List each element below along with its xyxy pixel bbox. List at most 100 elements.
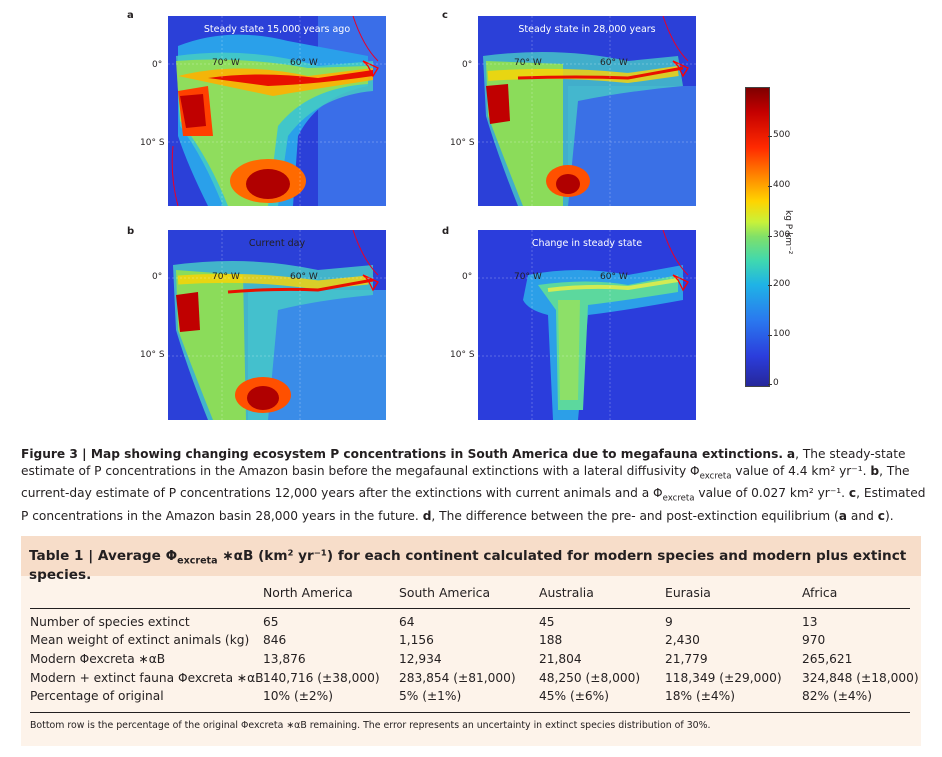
- lon-label-70w-a: 70° W: [212, 58, 240, 68]
- table-cell: 2,430: [665, 633, 700, 647]
- lat-label-10s-d: 10° S: [450, 350, 475, 360]
- colorbar-unit: kg P km⁻²: [783, 210, 793, 255]
- caption-a-text: , The steady-state estimate of P concent…: [21, 447, 906, 478]
- map-title-d: Change in steady state: [531, 238, 643, 249]
- caption-d-end: ).: [884, 508, 894, 523]
- caption-lead: Figure 3 | Map showing changing ecosyste…: [21, 447, 783, 461]
- colorbar-label-0: 0: [773, 378, 779, 388]
- caption-d-a: a: [838, 508, 848, 523]
- table-cell: 18% (±4%): [665, 689, 736, 703]
- table-footnote: Bottom row is the percentage of the orig…: [30, 720, 711, 731]
- table-rule-bottom: [30, 712, 910, 713]
- table-title-bar: Table 1 | Average Φexcreta ∗αB (km² yr⁻¹…: [21, 536, 921, 583]
- caption-b-text: , The current-day estimate of P concentr…: [21, 464, 910, 501]
- table-cell: 65: [263, 615, 279, 629]
- panel-letter-d: d: [442, 226, 450, 237]
- lat-label-0-d: 0°: [462, 272, 473, 282]
- caption-d-and: and: [847, 508, 878, 523]
- table-rule-top: [30, 608, 910, 609]
- row-label: Modern Φexcreta ∗αB: [30, 652, 166, 666]
- panel-letter-c: c: [442, 10, 448, 21]
- table-cell: 45% (±6%): [539, 689, 610, 703]
- figure-caption: Figure 3 | Map showing changing ecosyste…: [21, 446, 926, 525]
- map-panel-a: Steady state 15,000 years ago 70° W 60° …: [168, 16, 386, 206]
- caption-c-text: , Estimated P concentrations in the Amaz…: [21, 486, 926, 523]
- lon-label-60w-c: 60° W: [600, 58, 628, 68]
- table-cell: 265,621: [802, 652, 853, 666]
- table-cell: 10% (±2%): [263, 689, 334, 703]
- lat-label-10s-c: 10° S: [450, 138, 475, 148]
- table-cell: 13,876: [263, 652, 306, 666]
- caption-d-label: d: [422, 508, 432, 523]
- table-cell: 82% (±4%): [802, 689, 873, 703]
- caption-b-val: value of 0.027 km² yr⁻¹.: [694, 486, 849, 501]
- panel-letter-a: a: [127, 10, 134, 21]
- table-title-pre: Table 1 | Average Φ: [29, 548, 178, 564]
- map-panel-c: Steady state in 28,000 years 70° W 60° W: [478, 16, 696, 206]
- table-cell: 140,716 (±38,000): [263, 671, 380, 685]
- table-cell: 48,250 (±8,000): [539, 671, 641, 685]
- map-title-c: Steady state in 28,000 years: [518, 24, 656, 35]
- lon-label-60w-a: 60° W: [290, 58, 318, 68]
- colorbar-label-200: 200: [773, 279, 791, 289]
- colorbar-tick: [768, 384, 772, 385]
- table-cell: 64: [399, 615, 415, 629]
- table-cell: 283,854 (±81,000): [399, 671, 516, 685]
- column-header-north-america: North America: [263, 585, 353, 600]
- table-cell: 5% (±1%): [399, 689, 462, 703]
- table-cell: 21,804: [539, 652, 582, 666]
- caption-d-c: c: [877, 508, 885, 523]
- table-1: Table 1 | Average Φexcreta ∗αB (km² yr⁻¹…: [21, 536, 921, 746]
- table-cell: 846: [263, 633, 287, 647]
- colorbar-tick: [768, 186, 772, 187]
- column-header-south-america: South America: [399, 585, 491, 600]
- column-header-eurasia: Eurasia: [665, 585, 711, 600]
- lat-label-10s-a: 10° S: [140, 138, 165, 148]
- lon-label-70w-d: 70° W: [514, 272, 542, 282]
- caption-d-text: , The difference between the pre- and po…: [431, 508, 839, 523]
- row-label: Mean weight of extinct animals (kg): [30, 633, 250, 647]
- caption-b-label: b: [870, 464, 880, 478]
- colorbar-tick: [768, 136, 772, 137]
- lat-label-0-a: 0°: [152, 60, 163, 70]
- row-label: Percentage of original: [30, 689, 164, 703]
- table-title: Table 1 | Average Φexcreta ∗αB (km² yr⁻¹…: [29, 548, 921, 583]
- lat-label-0-c: 0°: [462, 60, 473, 70]
- column-header-africa: Africa: [802, 585, 838, 600]
- table-cell: 324,848 (±18,000): [802, 671, 919, 685]
- lon-label-70w-c: 70° W: [514, 58, 542, 68]
- column-header-australia: Australia: [539, 585, 594, 600]
- map-title-b: Current day: [248, 238, 306, 249]
- table-cell: 188: [539, 633, 563, 647]
- colorbar-tick: [768, 285, 772, 286]
- row-label: Number of species extinct: [30, 615, 190, 629]
- caption-sub: excreta: [662, 493, 695, 504]
- colorbar-label-100: 100: [773, 329, 791, 339]
- table-cell: 970: [802, 633, 826, 647]
- colorbar-label-300: 300: [773, 230, 791, 240]
- map-panel-b: Current day 70° W 60° W: [168, 230, 386, 420]
- colorbar-tick: [768, 335, 772, 336]
- caption-a-label: a: [786, 447, 796, 461]
- row-label: Modern + extinct fauna Φexcreta ∗αB: [30, 671, 264, 685]
- panel-letter-b: b: [127, 226, 135, 237]
- table-cell: 12,934: [399, 652, 442, 666]
- lon-label-70w-b: 70° W: [212, 272, 240, 282]
- table-cell: 1,156: [399, 633, 434, 647]
- table-title-post: ∗αB (km² yr⁻¹) for each continent calcul…: [29, 548, 907, 583]
- caption-a-val: value of 4.4 km² yr⁻¹.: [731, 464, 871, 478]
- lon-label-60w-d: 60° W: [600, 272, 628, 282]
- colorbar-label-500: 500: [773, 130, 791, 140]
- table-title-sub: excreta: [177, 555, 218, 567]
- lat-label-10s-b: 10° S: [140, 350, 165, 360]
- table-cell: 13: [802, 615, 818, 629]
- map-title-a: Steady state 15,000 years ago: [203, 24, 351, 35]
- table-cell: 9: [665, 615, 673, 629]
- lat-label-0-b: 0°: [152, 272, 163, 282]
- table-cell: 21,779: [665, 652, 708, 666]
- table-cell: 45: [539, 615, 555, 629]
- table-cell: 118,349 (±29,000): [665, 671, 782, 685]
- colorbar-label-400: 400: [773, 180, 791, 190]
- colorbar-tick: [768, 236, 772, 237]
- caption-sub: excreta: [699, 471, 732, 482]
